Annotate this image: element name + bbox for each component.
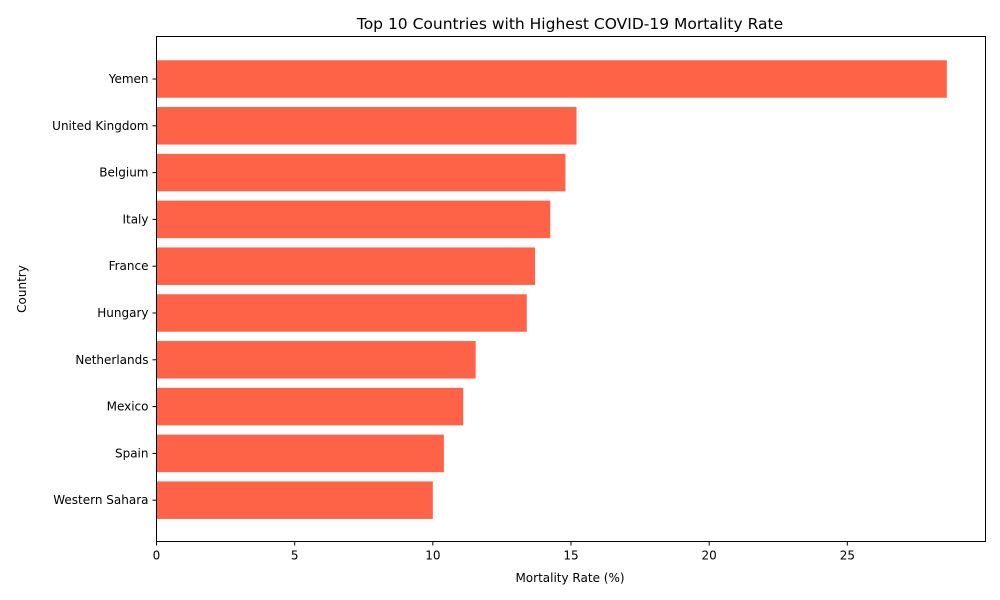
bar-netherlands (156, 341, 476, 379)
bars-group (156, 60, 947, 519)
x-tick-label: 5 (291, 549, 299, 563)
y-tick-label: United Kingdom (52, 119, 148, 133)
y-tick-label: Yemen (108, 72, 149, 86)
y-tick-label: Western Sahara (53, 493, 148, 507)
plot-frame (156, 36, 986, 542)
y-axis-ticks: Yemen United Kingdom Belgium Italy France Hun… (52, 72, 157, 507)
bar-united-kingdom (156, 107, 577, 145)
x-tick-label: 0 (153, 549, 161, 563)
bar-hungary (156, 294, 527, 332)
bar-france (156, 247, 536, 285)
bar-spain (156, 434, 444, 473)
x-tick-label: 10 (425, 549, 440, 563)
chart-title: Top 10 Countries with Highest COVID-19 M… (356, 15, 783, 33)
bar-mexico (156, 387, 464, 426)
bar-yemen (156, 60, 947, 98)
x-axis-label: Mortality Rate (%) (515, 571, 624, 585)
y-tick-label: Italy (122, 212, 148, 226)
y-tick-label: Hungary (97, 306, 148, 320)
bar-italy (156, 200, 551, 239)
y-tick-label: Belgium (99, 166, 148, 180)
x-axis-ticks: 0 5 10 15 20 25 (153, 541, 855, 563)
y-tick-label: Netherlands (75, 353, 148, 367)
y-tick-label: Mexico (107, 400, 149, 414)
y-tick-label: France (109, 259, 149, 273)
x-tick-label: 20 (702, 549, 717, 563)
bar-western-sahara (156, 481, 433, 519)
x-tick-label: 15 (563, 549, 578, 563)
bar-belgium (156, 153, 566, 192)
x-tick-label: 25 (840, 549, 855, 563)
y-axis-label: Country (15, 265, 29, 313)
y-tick-label: Spain (115, 446, 149, 460)
